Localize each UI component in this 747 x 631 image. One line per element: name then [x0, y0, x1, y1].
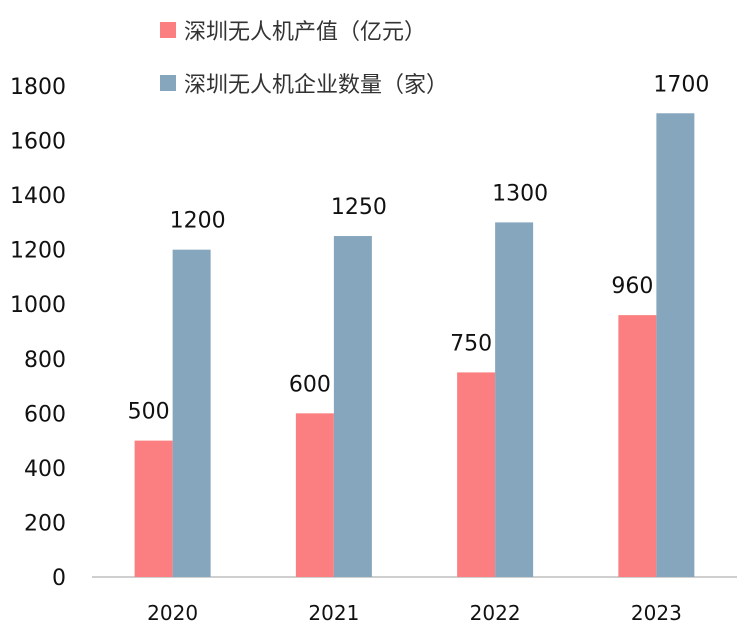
bar-series1-2022: [457, 372, 496, 577]
y-tick-label-1400: 1400: [10, 184, 66, 209]
x-tick-label-2023: 2023: [631, 601, 682, 625]
bar-series2-2023: [656, 113, 695, 578]
data-label-series2-2023: 1700: [653, 72, 709, 97]
data-label-series1-2021: 600: [289, 372, 331, 397]
y-tick-label-0: 0: [52, 566, 66, 591]
y-tick-label-1800: 1800: [10, 75, 66, 100]
legend-item-company-count: 深圳无人机企业数量（家）: [160, 67, 448, 99]
legend-label-output-value: 深圳无人机产值（亿元）: [184, 20, 427, 45]
bar-series2-2020: [172, 249, 211, 577]
data-label-series2-2022: 1300: [492, 181, 548, 206]
bar-series2-2022: [495, 222, 534, 577]
bar-series1-2021: [295, 413, 334, 577]
bar-series1-2020: [134, 440, 173, 577]
data-label-series1-2023: 960: [611, 274, 653, 299]
legend-swatch-output-value: [160, 22, 176, 38]
data-label-series1-2022: 750: [450, 331, 492, 356]
x-tick-label-2020: 2020: [147, 601, 198, 625]
y-tick-label-1600: 1600: [10, 130, 66, 155]
data-label-series2-2021: 1250: [331, 195, 387, 220]
bar-series1-2023: [618, 315, 657, 577]
y-tick-label-1200: 1200: [10, 239, 66, 264]
y-tick-label-800: 800: [24, 348, 66, 373]
legend-item-output-value: 深圳无人机产值（亿元）: [160, 14, 426, 46]
x-tick-label-2021: 2021: [308, 601, 359, 625]
data-label-series2-2020: 1200: [170, 209, 226, 234]
legend-swatch-company-count: [160, 75, 176, 91]
y-tick-label-200: 200: [24, 511, 66, 536]
y-tick-label-1000: 1000: [10, 293, 66, 318]
bar-series2-2021: [333, 236, 372, 577]
x-tick-label-2022: 2022: [470, 601, 521, 625]
data-label-series1-2020: 500: [128, 400, 170, 425]
y-tick-label-600: 600: [24, 402, 66, 427]
y-tick-label-400: 400: [24, 457, 66, 482]
legend-label-company-count: 深圳无人机企业数量（家）: [184, 73, 449, 98]
